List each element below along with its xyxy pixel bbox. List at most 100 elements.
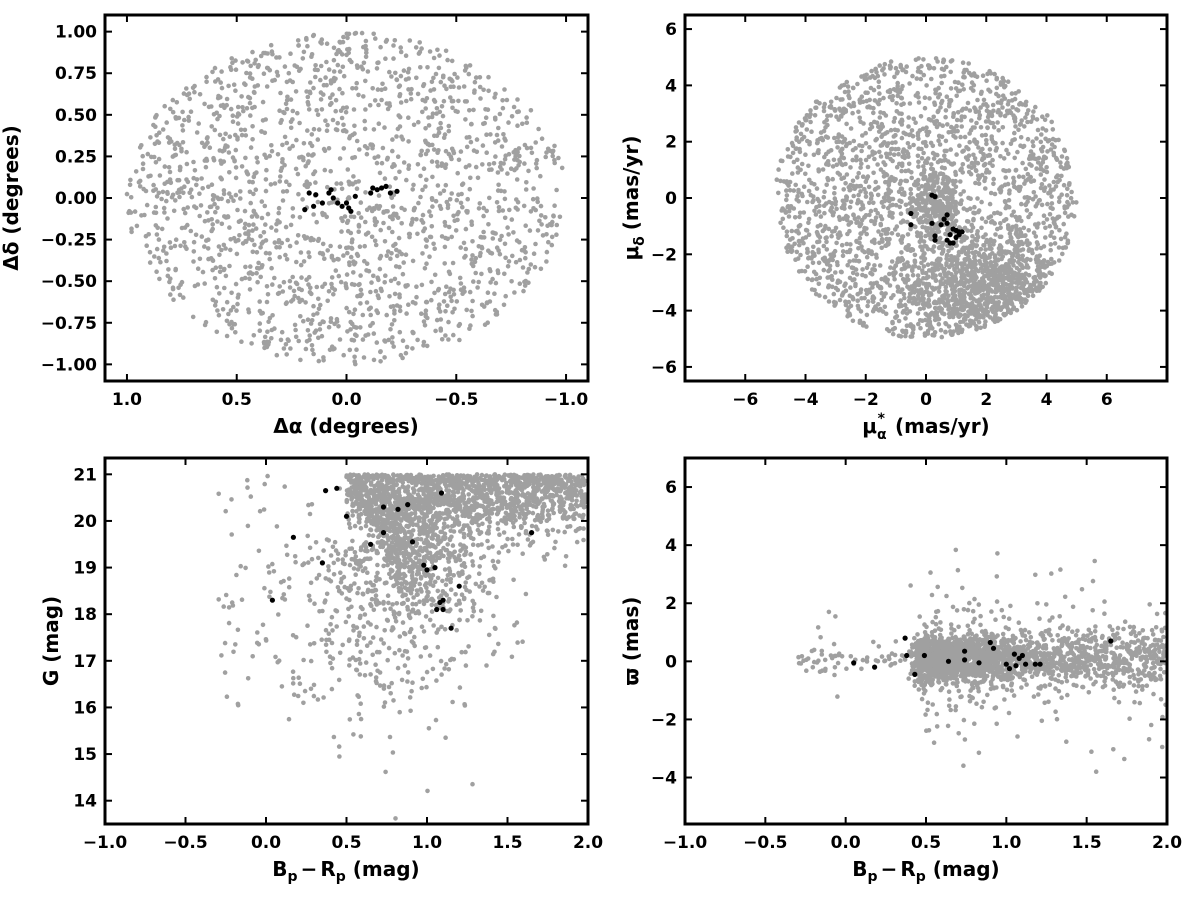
field-star-point — [554, 222, 560, 228]
field-star-point — [1000, 254, 1006, 259]
field-star-point — [857, 235, 863, 241]
field-star-point — [820, 228, 826, 234]
field-star-point — [382, 280, 388, 285]
field-star-point — [502, 271, 507, 277]
field-star-point — [369, 280, 374, 285]
field-star-point — [818, 214, 824, 219]
field-star-point — [888, 59, 894, 64]
field-star-point — [979, 172, 985, 178]
field-star-point — [903, 69, 909, 75]
field-star-point — [1042, 185, 1048, 190]
field-star-point — [949, 272, 954, 277]
field-star-point — [395, 215, 401, 220]
field-star-point — [975, 234, 981, 240]
field-star-point — [345, 196, 351, 201]
field-star-point — [784, 188, 789, 193]
field-star-point — [799, 161, 805, 167]
field-star-point — [1042, 117, 1048, 123]
field-star-point — [393, 70, 398, 76]
field-star-point — [1064, 193, 1070, 198]
field-star-point — [962, 134, 968, 140]
field-star-point — [904, 64, 909, 69]
field-star-point — [1039, 182, 1045, 187]
field-star-point — [265, 51, 270, 56]
field-star-point — [996, 107, 1001, 113]
field-star-point — [533, 241, 538, 247]
field-star-point — [170, 97, 176, 103]
field-star-point — [878, 232, 884, 238]
field-star-point — [971, 269, 976, 275]
field-star-point — [497, 111, 503, 117]
field-star-point — [492, 291, 497, 297]
field-star-point — [543, 215, 548, 220]
field-star-point — [930, 179, 936, 184]
field-star-point — [162, 181, 167, 186]
field-star-point — [824, 239, 829, 245]
field-star-point — [987, 201, 993, 207]
field-star-point — [229, 195, 234, 200]
field-star-point — [391, 56, 396, 61]
field-star-point — [783, 210, 789, 215]
field-star-point — [988, 120, 994, 126]
field-star-point — [326, 67, 332, 72]
field-star-point — [842, 283, 847, 289]
field-star-point — [1035, 242, 1041, 247]
field-star-point — [472, 259, 478, 265]
field-star-point — [439, 104, 445, 109]
field-star-point — [294, 259, 299, 265]
field-star-point — [240, 60, 245, 65]
field-star-point — [1024, 208, 1030, 213]
field-star-point — [191, 259, 196, 264]
field-star-point — [809, 287, 815, 292]
y-tick-label: 0.50 — [55, 106, 97, 126]
field-star-point — [395, 126, 401, 132]
field-star-point — [1032, 156, 1037, 161]
field-star-point — [484, 300, 490, 305]
field-star-point — [897, 304, 902, 309]
field-star-point — [980, 156, 985, 161]
field-star-point — [941, 67, 947, 73]
field-star-point — [358, 301, 363, 306]
field-star-point — [911, 300, 916, 305]
y-axis-ticks: 1.000.750.500.250.00−0.25−0.50−0.75−1.00 — [41, 23, 588, 375]
member-star-point — [379, 185, 385, 191]
field-star-point — [472, 79, 478, 85]
field-star-point — [934, 124, 940, 130]
field-star-point — [467, 63, 473, 68]
field-star-point — [329, 275, 335, 280]
field-star-point — [448, 286, 453, 292]
field-star-point — [526, 280, 531, 286]
field-star-point — [517, 153, 522, 159]
field-star-point — [293, 334, 299, 340]
field-star-point — [847, 293, 853, 299]
field-star-point — [924, 219, 930, 225]
field-star-point — [526, 266, 532, 272]
field-star-point — [213, 265, 219, 271]
field-star-point — [986, 87, 991, 93]
field-star-point — [180, 128, 186, 133]
field-star-point — [1017, 268, 1022, 273]
field-star-point — [434, 317, 440, 323]
field-star-point — [803, 235, 809, 240]
field-star-point — [816, 260, 822, 266]
field-star-point — [491, 161, 497, 166]
field-star-point — [474, 137, 480, 142]
field-star-point — [926, 281, 932, 287]
field-star-point — [1007, 231, 1013, 236]
field-star-point — [881, 195, 887, 200]
field-star-point — [221, 191, 227, 197]
field-star-point — [881, 95, 886, 101]
field-star-point — [940, 59, 946, 65]
field-star-point — [889, 295, 894, 301]
field-star-point — [325, 298, 331, 304]
field-star-point — [437, 191, 443, 196]
field-star-point — [132, 209, 138, 214]
field-star-point — [403, 283, 408, 289]
field-star-point — [361, 60, 367, 66]
field-star-point — [874, 120, 880, 125]
field-star-point — [415, 91, 421, 97]
field-star-point — [886, 141, 891, 146]
field-star-point — [420, 212, 426, 218]
field-star-point — [808, 111, 813, 117]
field-star-point — [879, 290, 884, 296]
